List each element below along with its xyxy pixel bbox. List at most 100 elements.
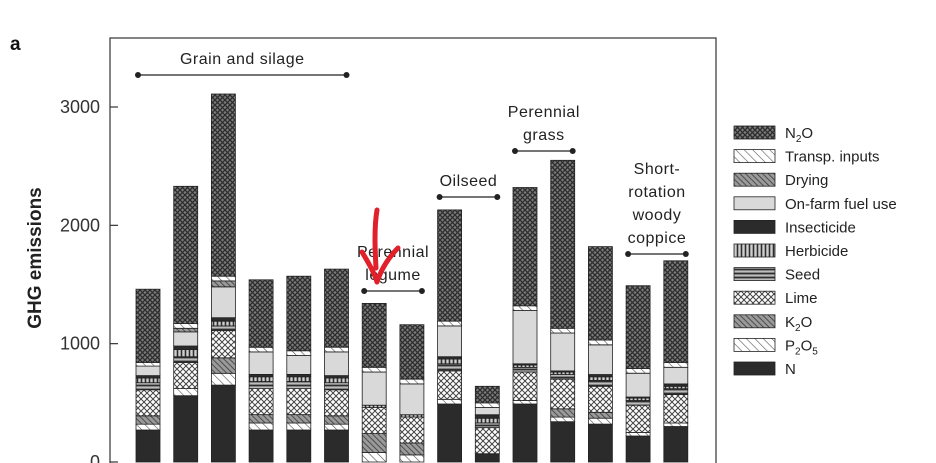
y-tick-label: 1000 <box>60 334 100 354</box>
bar-13 <box>588 246 613 463</box>
segment-n <box>135 429 161 463</box>
legend-swatch <box>733 314 776 329</box>
legend-swatch <box>733 172 776 187</box>
legend-item-p2o5: P2O5 <box>733 337 818 357</box>
segment-herbicide <box>135 377 161 384</box>
segment-seed <box>588 379 613 387</box>
bar-9 <box>437 209 463 463</box>
segment-lime <box>286 388 312 416</box>
segment-n2o <box>663 260 689 363</box>
legend-swatch <box>733 267 776 282</box>
legend-item-insecticide: Insecticide <box>733 219 856 236</box>
segment-fuel <box>286 355 312 375</box>
plot-frame <box>109 37 717 463</box>
segment-herbicide <box>474 417 500 424</box>
segment-seed <box>512 366 538 373</box>
legend-item-transp: Transp. inputs <box>733 149 880 166</box>
segment-lime <box>663 394 689 424</box>
segment-n2o <box>324 268 349 348</box>
bar-5 <box>286 275 312 463</box>
segment-k2o <box>135 415 161 425</box>
segment-herbicide <box>588 376 613 381</box>
segment-fuel <box>437 325 463 358</box>
legend-label: Seed <box>785 267 820 284</box>
segment-seed <box>135 382 161 391</box>
segment-seed <box>286 381 312 389</box>
segment-fuel <box>173 331 199 347</box>
segment-n2o <box>399 324 425 380</box>
segment-n2o <box>286 275 312 352</box>
bar-3 <box>210 93 236 463</box>
segment-n2o <box>248 279 274 348</box>
segment-n2o <box>135 288 161 364</box>
segment-n2o <box>437 209 463 322</box>
legend-swatch <box>733 337 776 352</box>
legend-swatch <box>733 219 776 234</box>
legend-item-lime: Lime <box>733 290 818 307</box>
group-label: grass <box>523 127 565 144</box>
bar-15 <box>663 260 689 463</box>
segment-transp <box>173 323 199 329</box>
legend-label: P2O5 <box>785 337 818 357</box>
legend-label: Insecticide <box>785 219 856 236</box>
segment-herbicide <box>248 376 274 382</box>
segment-n <box>663 426 689 463</box>
segment-transp <box>135 362 161 367</box>
segment-lime <box>361 407 387 435</box>
segment-p2o5 <box>248 422 274 431</box>
segment-herbicide <box>286 376 312 382</box>
segment-transp <box>474 402 500 408</box>
legend-item-seed: Seed <box>733 267 820 284</box>
legend-swatch <box>733 125 776 140</box>
group-label: Short- <box>634 161 681 178</box>
segment-lime <box>550 378 576 410</box>
segment-seed <box>248 381 274 389</box>
bar-4 <box>248 279 274 463</box>
y-tick-label: 3000 <box>60 97 100 117</box>
group-label: Grain and silage <box>180 51 305 68</box>
segment-n <box>550 421 576 463</box>
segment-fuel <box>135 365 161 377</box>
segment-k2o <box>286 414 312 424</box>
segment-p2o5 <box>550 416 576 423</box>
legend-item-herbicide: Herbicide <box>733 243 848 260</box>
legend-swatch <box>733 243 776 258</box>
segment-k2o <box>361 433 387 453</box>
segment-seed <box>173 356 199 364</box>
segment-transp <box>399 378 425 385</box>
segment-k2o <box>399 442 425 456</box>
segment-lime <box>210 330 236 359</box>
segment-p2o5 <box>399 454 425 463</box>
group-bracket: Short-rotation woody coppice <box>625 161 689 257</box>
segment-n <box>588 423 613 463</box>
legend-item-n: N <box>733 361 796 378</box>
segment-fuel <box>625 372 651 398</box>
bar-8 <box>399 324 425 463</box>
segment-lime <box>512 371 538 401</box>
segment-insecticide <box>210 317 236 322</box>
bar-7 <box>361 302 387 463</box>
legend-swatch <box>733 361 776 376</box>
segment-transp <box>248 346 274 353</box>
bar-12 <box>550 159 576 463</box>
segment-fuel <box>361 371 387 406</box>
legend-label: Drying <box>785 172 828 189</box>
segment-transp <box>625 368 651 374</box>
segment-n <box>210 384 236 463</box>
segment-fuel <box>399 383 425 416</box>
legend-label: On-farm fuel use <box>785 196 897 213</box>
segment-k2o <box>210 357 236 374</box>
bar-14 <box>625 285 651 463</box>
segment-fuel <box>512 310 538 365</box>
segment-k2o <box>248 414 274 424</box>
segment-herbicide <box>437 358 463 365</box>
segment-seed <box>210 325 236 331</box>
segment-p2o5 <box>361 452 387 463</box>
segment-herbicide <box>173 349 199 358</box>
segment-p2o5 <box>173 388 199 397</box>
segment-lime <box>248 388 274 416</box>
segment-herbicide <box>324 377 349 384</box>
legend-item-drying: Drying <box>733 172 828 189</box>
segment-fuel <box>663 366 689 385</box>
segment-n <box>324 429 349 463</box>
